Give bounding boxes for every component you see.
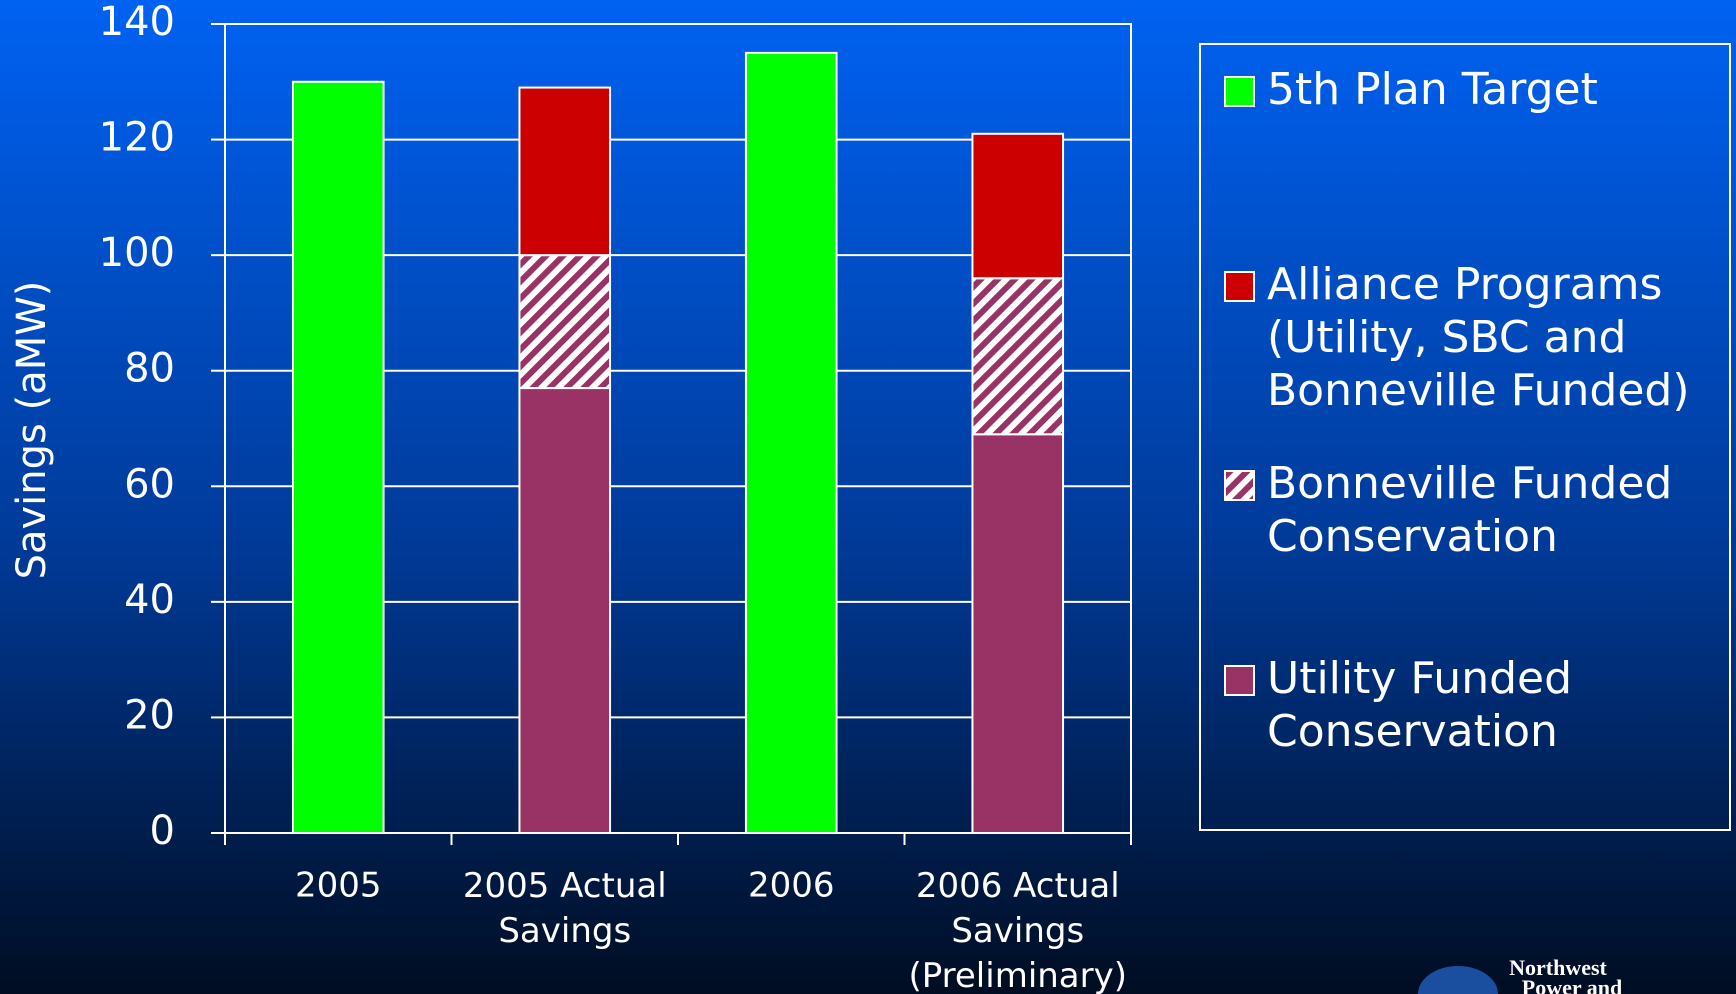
legend-swatch bbox=[1224, 271, 1255, 302]
y-tick-label: 20 bbox=[124, 692, 175, 738]
y-tick-label: 80 bbox=[124, 346, 175, 392]
legend-swatch bbox=[1224, 470, 1255, 501]
y-tick-label: 60 bbox=[124, 461, 175, 507]
x-tick-label: 2005 bbox=[295, 866, 382, 906]
bar-segment bbox=[744, 51, 838, 834]
bar-segment bbox=[518, 387, 612, 834]
x-tick-label: 2006 bbox=[748, 866, 835, 906]
bar-segment bbox=[518, 86, 612, 257]
legend-label: Bonneville Funded Conservation bbox=[1267, 458, 1672, 562]
logo-text: Northwest bbox=[1509, 955, 1607, 980]
legend-label: Alliance Programs (Utility, SBC and Bonnev… bbox=[1267, 259, 1690, 416]
logo-text: Power and bbox=[1522, 975, 1622, 994]
legend-label: 5th Plan Target bbox=[1267, 64, 1598, 115]
legend-box bbox=[1199, 43, 1731, 831]
bar-segment bbox=[971, 132, 1065, 280]
bar-segment bbox=[518, 254, 612, 390]
x-tick-label: 2005 Actual Savings bbox=[463, 866, 667, 951]
y-tick-label: 100 bbox=[99, 230, 175, 276]
bar-segment bbox=[971, 277, 1065, 436]
logo-icon bbox=[1418, 966, 1498, 994]
y-tick-label: 40 bbox=[124, 577, 175, 623]
legend-label: Utility Funded Conservation bbox=[1267, 653, 1572, 757]
bar-segment bbox=[291, 80, 385, 835]
y-tick-label: 140 bbox=[99, 0, 175, 45]
logo: Northwest Power and bbox=[1418, 955, 1622, 994]
y-tick-label: 0 bbox=[150, 808, 175, 854]
y-axis-label: Savings (aMW) bbox=[9, 281, 55, 580]
bar-segment bbox=[971, 433, 1065, 834]
legend-swatch bbox=[1224, 665, 1255, 696]
y-tick-label: 120 bbox=[99, 115, 175, 161]
legend-swatch bbox=[1224, 76, 1255, 107]
x-tick-label: 2006 Actual Savings (Preliminary) bbox=[908, 866, 1127, 994]
